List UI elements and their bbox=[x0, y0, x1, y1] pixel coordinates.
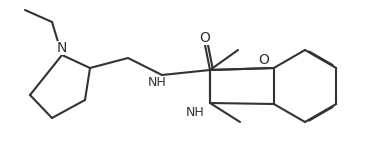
Text: O: O bbox=[199, 31, 210, 45]
Text: O: O bbox=[258, 53, 269, 67]
Text: NH: NH bbox=[186, 106, 204, 119]
Text: NH: NH bbox=[147, 76, 167, 88]
Text: N: N bbox=[57, 41, 67, 55]
